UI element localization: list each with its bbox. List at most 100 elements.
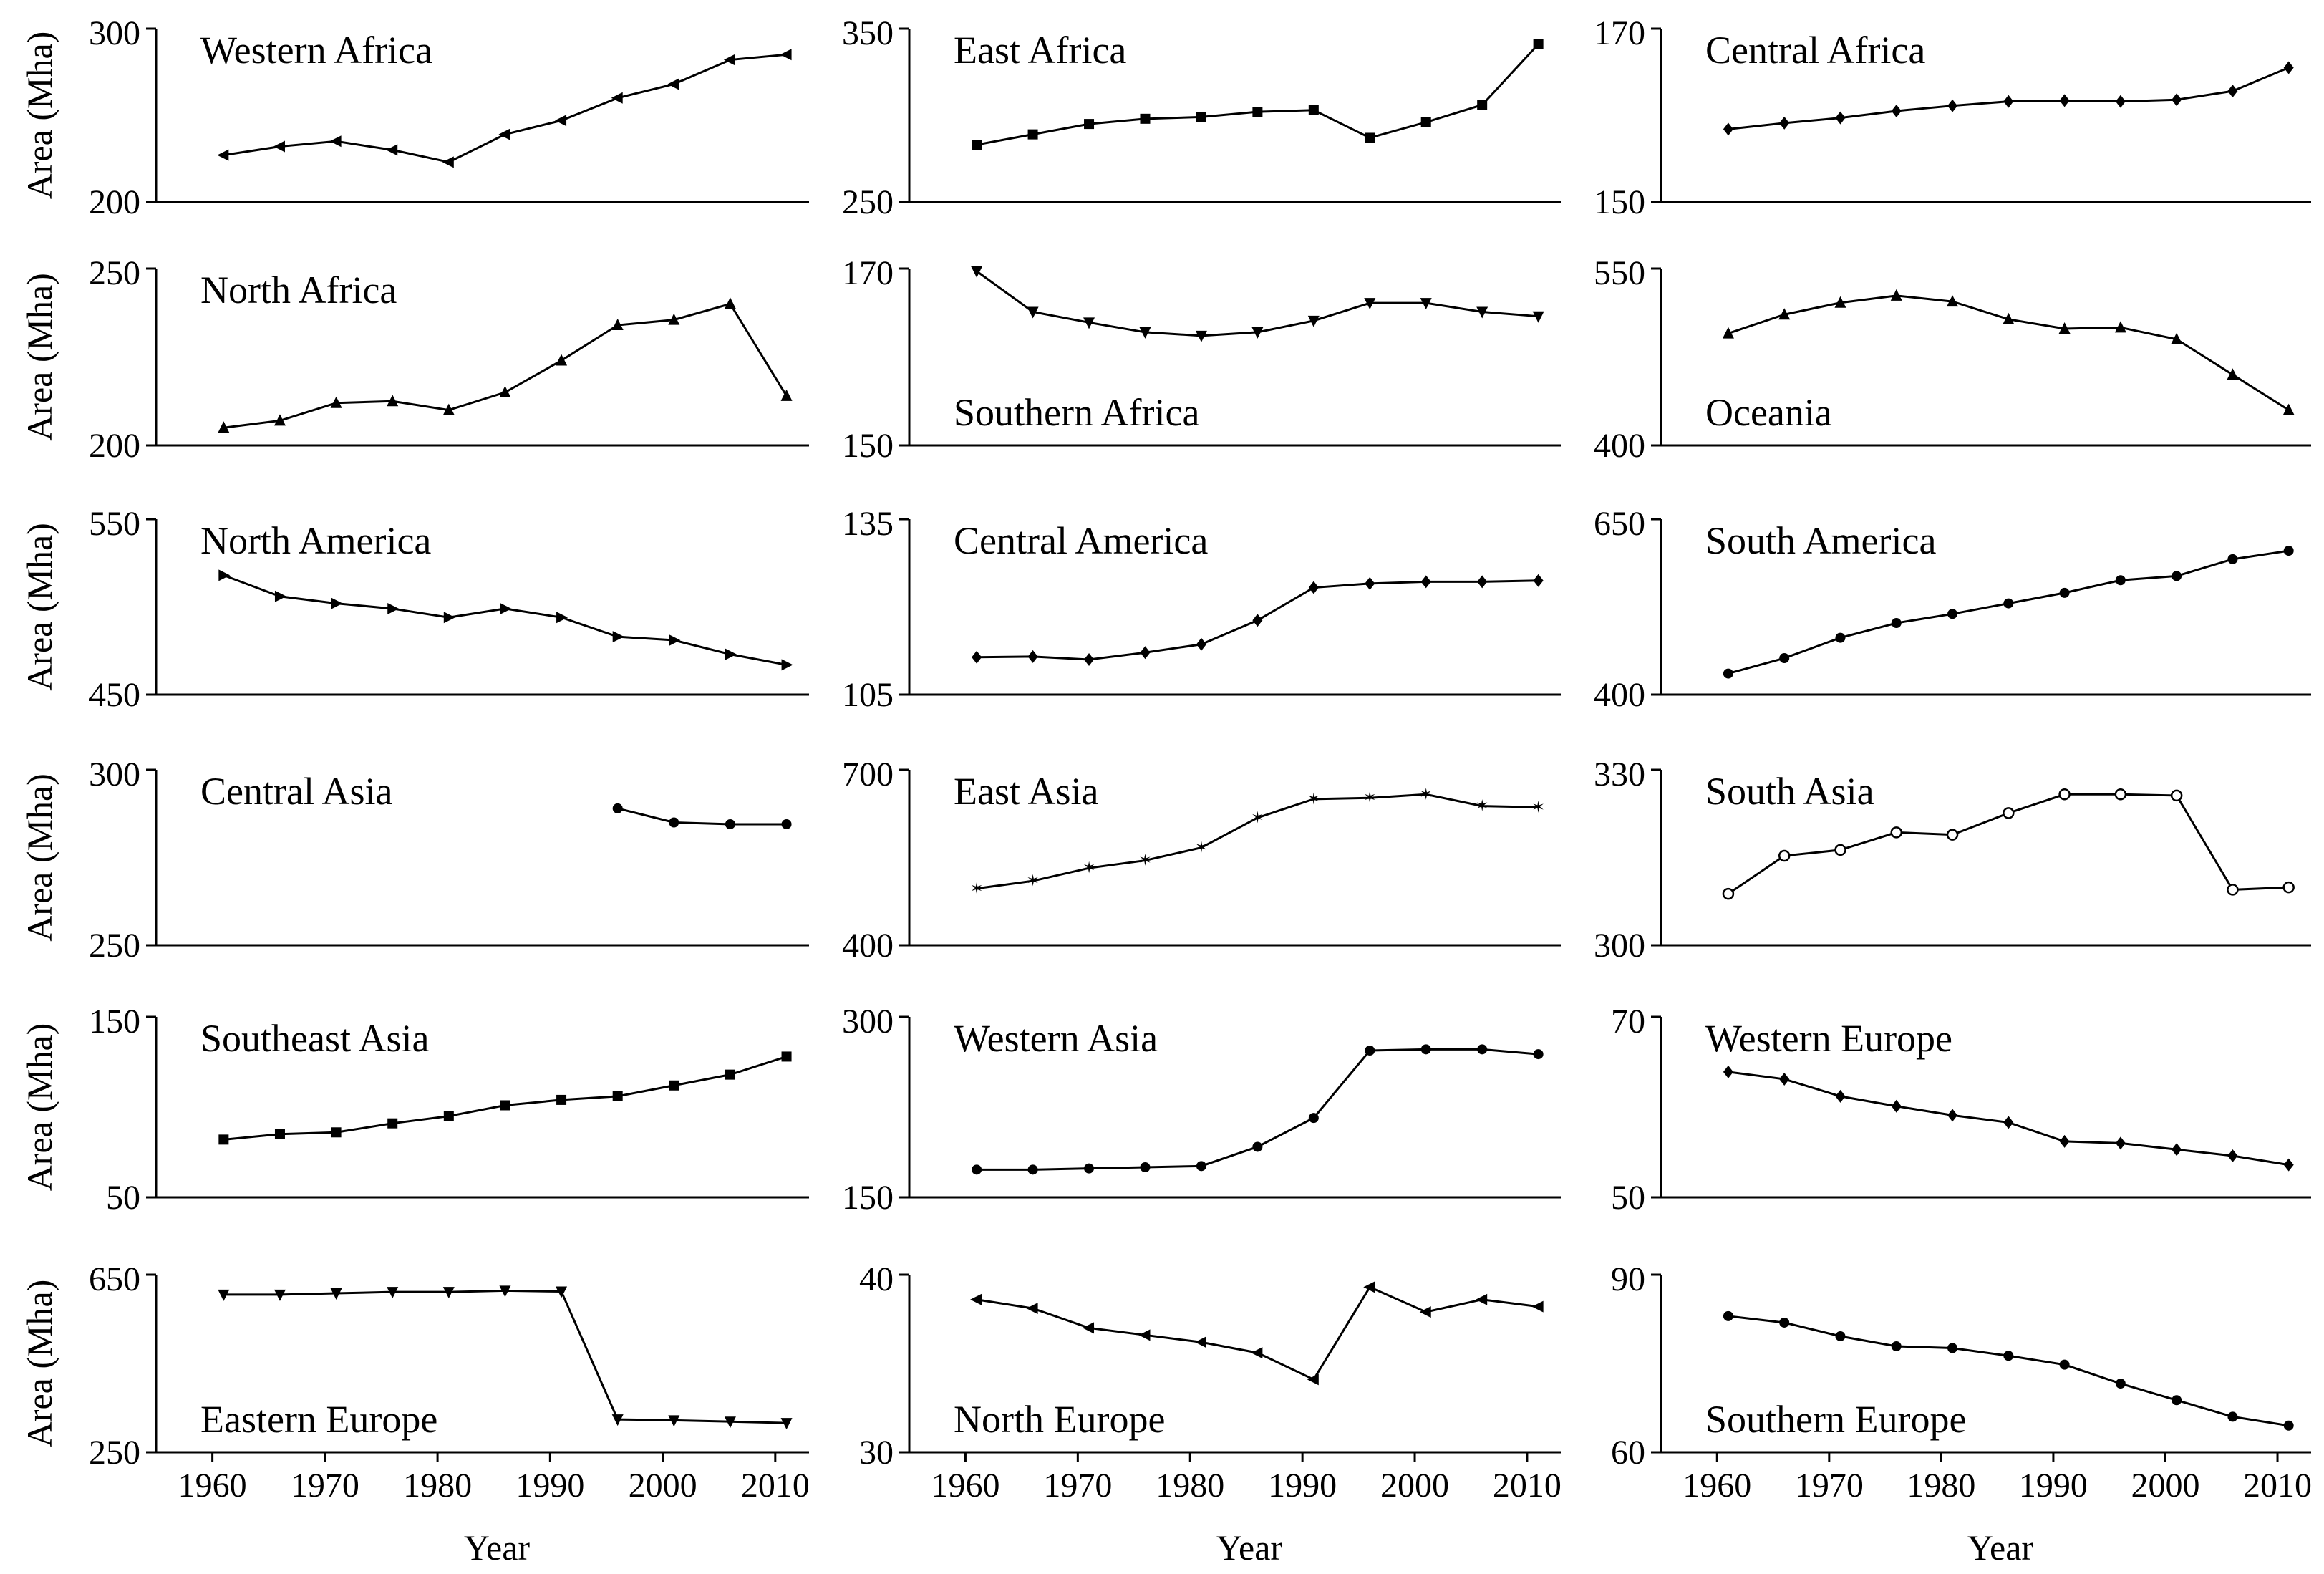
data-point xyxy=(556,1094,567,1105)
series-line xyxy=(223,574,787,666)
data-point xyxy=(1891,1341,1902,1352)
data-point xyxy=(1835,632,1846,643)
data-point xyxy=(1252,107,1263,117)
data-point xyxy=(1083,317,1095,329)
data-point xyxy=(2172,1395,2182,1406)
data-point xyxy=(2059,1134,2070,1148)
data-point xyxy=(2058,788,2071,801)
data-point xyxy=(2227,554,2238,564)
data-point xyxy=(1779,1072,1790,1086)
data-point xyxy=(443,612,455,624)
x-tick-label: 1980 xyxy=(1907,1467,1975,1505)
data-point xyxy=(1251,1347,1263,1359)
data-point xyxy=(1891,104,1902,117)
data-point xyxy=(273,1289,286,1301)
data-point xyxy=(1140,646,1151,660)
data-point xyxy=(273,140,285,153)
data-point xyxy=(556,612,568,624)
panel-title: North Africa xyxy=(200,269,397,312)
data-point xyxy=(1365,132,1375,143)
data-point xyxy=(274,1129,285,1139)
data-point xyxy=(218,569,231,581)
data-point xyxy=(1027,1164,1038,1175)
data-point xyxy=(725,648,737,660)
data-point xyxy=(1531,1300,1544,1313)
data-point xyxy=(972,1164,982,1175)
panel-title: Southeast Asia xyxy=(200,1017,430,1060)
data-point xyxy=(442,403,455,415)
data-point xyxy=(331,597,343,609)
y-tick-label: 300 xyxy=(1594,927,1645,965)
data-point: ✶ xyxy=(1476,798,1488,816)
panel-east-africa: 250 350 East Africa xyxy=(842,14,1561,221)
data-point xyxy=(386,144,398,156)
y-tick-label: 60 xyxy=(1611,1434,1645,1472)
data-point xyxy=(1252,1141,1263,1152)
data-point: ✶ xyxy=(1195,839,1208,857)
data-point xyxy=(781,819,792,829)
panel-title: North Europe xyxy=(954,1398,1165,1441)
y-tick-label: 135 xyxy=(842,505,894,543)
x-tick-label: 2010 xyxy=(1493,1467,1562,1505)
data-point xyxy=(1723,122,1733,136)
y-axis-label: Area (Mha) xyxy=(19,523,59,691)
x-tick-label: 1980 xyxy=(403,1467,472,1505)
data-point xyxy=(1779,1317,1790,1328)
data-point: ✶ xyxy=(1363,789,1376,807)
y-axis-label: Area (Mha) xyxy=(19,1023,59,1192)
data-point xyxy=(500,602,512,614)
data-point xyxy=(1723,1065,1733,1078)
data-point xyxy=(387,1118,398,1129)
data-point xyxy=(2283,61,2294,74)
data-point xyxy=(2059,587,2070,598)
panel-central-africa: 150 170 Central Africa xyxy=(1594,14,2311,221)
data-point xyxy=(1891,618,1902,629)
data-point xyxy=(1307,315,1320,327)
data-point: ✶ xyxy=(1083,859,1095,877)
data-point xyxy=(2003,807,2015,819)
y-tick-label: 250 xyxy=(842,183,894,221)
data-point xyxy=(387,395,399,407)
x-tick-label: 1980 xyxy=(1156,1467,1224,1505)
data-point xyxy=(1420,1044,1431,1055)
y-tick-label: 330 xyxy=(1594,755,1645,793)
data-point xyxy=(1835,1089,1846,1103)
x-tick-label: 2010 xyxy=(2243,1467,2312,1505)
x-axis-label: Year xyxy=(1216,1527,1282,1568)
data-point xyxy=(330,396,342,408)
x-tick-label: 1970 xyxy=(1043,1467,1112,1505)
data-point xyxy=(780,49,792,61)
data-point xyxy=(1778,849,1791,862)
data-point xyxy=(442,156,454,168)
y-tick-label: 700 xyxy=(842,755,894,793)
data-point xyxy=(972,650,982,664)
panel-title: Western Europe xyxy=(1705,1017,1952,1060)
panel-title: South America xyxy=(1705,519,1936,562)
data-point xyxy=(274,590,286,602)
panel-western-europe: 50 70 Western Europe xyxy=(1611,1003,2311,1217)
series-line xyxy=(1728,549,2289,675)
data-point xyxy=(499,385,511,397)
data-point xyxy=(2003,1351,2014,1361)
data-point xyxy=(1723,1310,1733,1321)
data-point xyxy=(1307,1373,1319,1386)
y-tick-label: 90 xyxy=(1611,1260,1645,1298)
data-point xyxy=(1835,111,1846,125)
data-point xyxy=(1477,575,1488,589)
data-point xyxy=(2115,575,2126,586)
data-point xyxy=(1365,1046,1375,1056)
data-point xyxy=(2283,1420,2294,1431)
data-point xyxy=(556,354,568,366)
data-point xyxy=(1027,129,1038,140)
data-point xyxy=(2172,93,2182,107)
x-tick-label: 2000 xyxy=(1380,1467,1449,1505)
series-line xyxy=(223,1056,788,1141)
y-tick-label: 150 xyxy=(1594,183,1645,221)
panel-title: Central Africa xyxy=(1705,29,1925,72)
data-point xyxy=(612,631,624,643)
data-point xyxy=(387,1287,399,1299)
data-point xyxy=(1138,1329,1151,1341)
data-point xyxy=(2227,85,2238,98)
panel-south-asia: 300 330 South Asia xyxy=(1594,755,2311,965)
data-point xyxy=(1476,306,1488,319)
